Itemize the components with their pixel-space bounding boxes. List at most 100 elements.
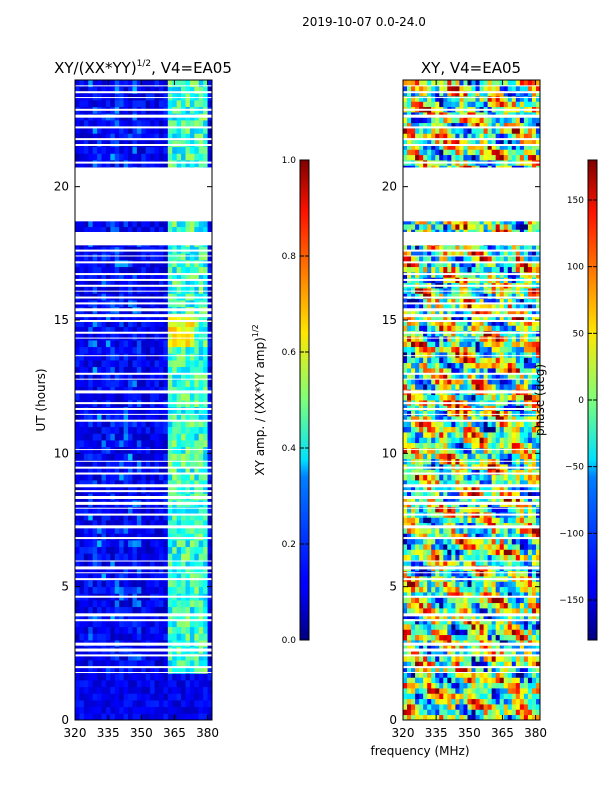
phase-cell	[515, 560, 521, 566]
phase-cell	[467, 469, 472, 476]
phase-cell	[507, 602, 513, 609]
phase-cell	[467, 538, 472, 545]
amp-cell	[123, 573, 129, 581]
amp-cell	[132, 346, 138, 354]
amp-cell	[167, 133, 173, 141]
amp-cell	[145, 373, 151, 381]
phase-cell	[487, 592, 493, 598]
phase-cell	[443, 469, 448, 476]
amp-cell	[114, 546, 120, 554]
amp-cell	[194, 420, 200, 428]
amp-cell	[181, 506, 186, 514]
phase-cell	[447, 666, 452, 673]
phase-cell	[443, 693, 448, 700]
phase-cell	[519, 560, 525, 566]
amp-cell	[119, 606, 125, 614]
phase-cell	[491, 698, 497, 705]
phase-cell	[519, 677, 525, 684]
amp-cell	[154, 626, 160, 634]
phase-cell	[423, 704, 428, 710]
phase-cell	[439, 426, 444, 433]
phase-cell	[419, 629, 424, 636]
amp-cell	[123, 360, 129, 368]
phase-cell	[503, 586, 509, 593]
phase-cell	[455, 693, 460, 700]
amp-cell	[163, 93, 169, 101]
amp-cell	[136, 320, 142, 328]
phase-cell	[463, 474, 468, 481]
amp-cell	[83, 673, 89, 681]
amp-cell	[136, 513, 142, 521]
phase-cell	[523, 608, 529, 614]
phase-cell	[463, 549, 468, 556]
phase-cell	[523, 448, 529, 454]
amp-cell	[97, 666, 102, 674]
amp-cell	[163, 473, 169, 481]
phase-cell	[443, 517, 448, 524]
amp-cell	[128, 320, 133, 328]
amp-cell	[185, 653, 191, 661]
phase-cell	[475, 480, 480, 486]
amp-cell	[75, 126, 80, 134]
amp-cell	[167, 453, 173, 461]
phase-cell	[499, 432, 505, 438]
phase-cell	[479, 592, 484, 598]
amp-cell	[163, 346, 169, 354]
amp-cell	[141, 353, 147, 361]
amp-cell	[145, 540, 151, 548]
phase-cell	[491, 506, 497, 513]
amp-cell	[97, 360, 102, 368]
phase-cell	[431, 480, 436, 486]
amp-cell	[119, 440, 125, 448]
amp-cell	[198, 126, 204, 134]
amp-cell	[154, 346, 160, 354]
amp-cell	[163, 420, 169, 428]
amp-cell	[150, 380, 155, 388]
amp-cell	[83, 473, 89, 481]
phase-cell	[463, 421, 468, 428]
amp-cell	[101, 466, 107, 474]
amp-cell	[163, 86, 169, 94]
phase-cell	[415, 560, 420, 566]
phase-cell	[411, 661, 416, 668]
phase-cell	[419, 688, 424, 694]
amp-cell	[105, 413, 111, 421]
phase-cell	[515, 645, 521, 652]
amp-cell	[150, 613, 155, 621]
amp-cell	[132, 440, 138, 448]
phase-cell	[471, 549, 476, 556]
phase-cell	[439, 714, 444, 720]
phase-cell	[495, 432, 501, 438]
amp-cell	[123, 93, 129, 101]
phase-cell	[511, 661, 517, 668]
amp-cell	[97, 473, 102, 481]
amp-cell	[203, 260, 208, 268]
phase-cell	[499, 672, 505, 678]
phase-cell	[419, 645, 424, 652]
phase-cell	[471, 698, 476, 705]
amp-cell	[154, 426, 160, 434]
amp-cell	[158, 353, 164, 361]
phase-cell	[495, 485, 501, 492]
phase-cell	[427, 661, 432, 668]
amp-cell	[203, 586, 208, 594]
amp-cell	[88, 480, 94, 488]
phase-cell	[479, 666, 484, 673]
amp-cell	[158, 473, 164, 481]
amp-cell	[128, 660, 133, 668]
amp-cell	[132, 706, 138, 714]
phase-cell	[495, 490, 501, 497]
amp-cell	[136, 386, 142, 394]
phase-cell	[431, 474, 436, 481]
amp-cell	[105, 546, 111, 554]
amp-cell	[92, 220, 98, 228]
amp-cell	[128, 266, 133, 274]
phase-cell	[519, 506, 525, 513]
amp-cell	[88, 100, 94, 108]
phase-cell	[519, 629, 525, 636]
phase-cell	[515, 592, 521, 598]
amp-cell	[176, 260, 182, 268]
amp-cell	[176, 353, 182, 361]
amp-cell	[176, 153, 182, 161]
phase-cell	[519, 666, 525, 673]
